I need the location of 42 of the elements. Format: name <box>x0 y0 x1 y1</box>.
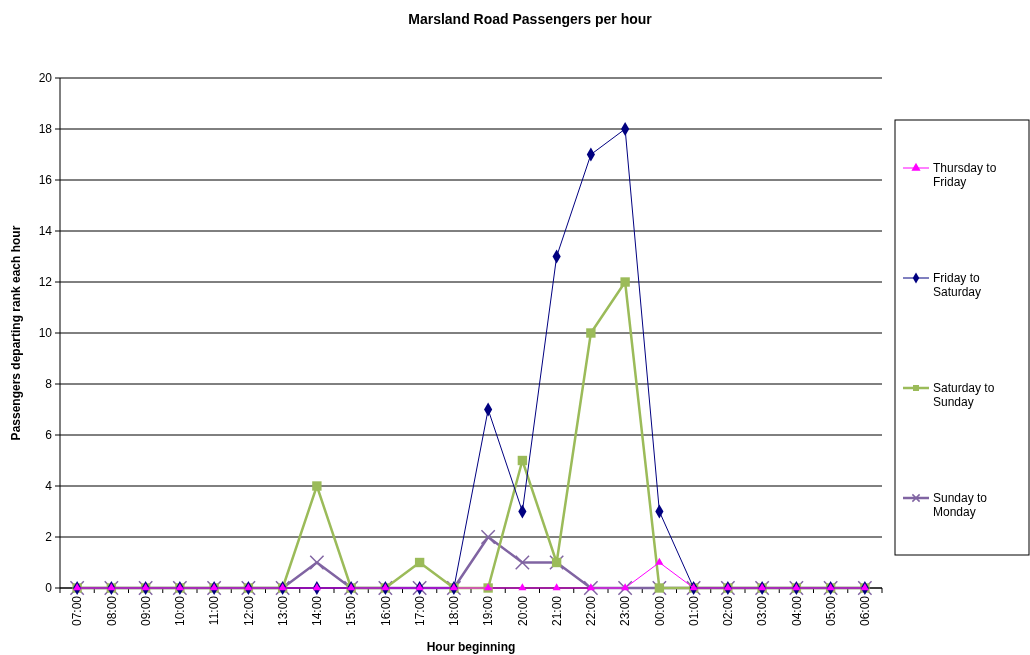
x-tick-label: 04:00 <box>789 595 804 627</box>
x-tick-label: 19:00 <box>481 595 496 627</box>
legend-label: Thursday to Friday <box>933 161 997 189</box>
x-tick-label: 13:00 <box>275 595 290 627</box>
x-tick-label: 17:00 <box>412 595 427 627</box>
x-tick-label: 14:00 <box>310 595 325 627</box>
y-tick-label: 2 <box>45 530 53 545</box>
legend-label: Saturday to Sunday <box>933 381 995 409</box>
y-tick-label: 4 <box>45 479 53 494</box>
y-tick-label: 20 <box>38 71 53 86</box>
x-tick-label: 00:00 <box>652 595 667 627</box>
x-tick-label: 16:00 <box>378 595 393 627</box>
legend-label: Sunday to Monday <box>933 491 988 519</box>
y-tick-label: 18 <box>38 122 53 137</box>
y-tick-label: 14 <box>38 224 53 239</box>
x-tick-label: 23:00 <box>618 595 633 627</box>
x-tick-label: 22:00 <box>584 595 599 627</box>
y-tick-label: 16 <box>38 173 53 188</box>
x-tick-label: 10:00 <box>173 595 188 627</box>
x-tick-label: 05:00 <box>823 595 838 627</box>
y-tick-label: 8 <box>45 377 53 392</box>
x-tick-label: 11:00 <box>207 595 222 626</box>
x-tick-label: 12:00 <box>241 595 256 627</box>
x-tick-label: 08:00 <box>104 595 119 627</box>
x-tick-label: 18:00 <box>447 595 462 627</box>
x-tick-label: 15:00 <box>344 595 359 627</box>
x-tick-label: 07:00 <box>70 595 85 627</box>
x-tick-label: 21:00 <box>549 595 564 627</box>
y-tick-label: 12 <box>38 275 53 290</box>
x-axis-title: Hour beginning <box>426 640 516 654</box>
chart-title: Marsland Road Passengers per hour <box>408 11 653 27</box>
y-tick-label: 6 <box>45 428 53 443</box>
x-tick-label: 20:00 <box>515 595 530 627</box>
x-tick-label: 03:00 <box>755 595 770 627</box>
x-tick-label: 02:00 <box>721 595 736 627</box>
x-tick-label: 01:00 <box>686 595 701 627</box>
x-tick-label: 09:00 <box>138 595 153 627</box>
y-tick-label: 0 <box>45 581 53 596</box>
x-tick-label: 06:00 <box>858 595 873 627</box>
y-tick-label: 10 <box>38 326 53 341</box>
y-axis-title: Passengers departing rank each hour <box>9 225 23 441</box>
legend-label: Friday to Saturday <box>933 271 982 299</box>
